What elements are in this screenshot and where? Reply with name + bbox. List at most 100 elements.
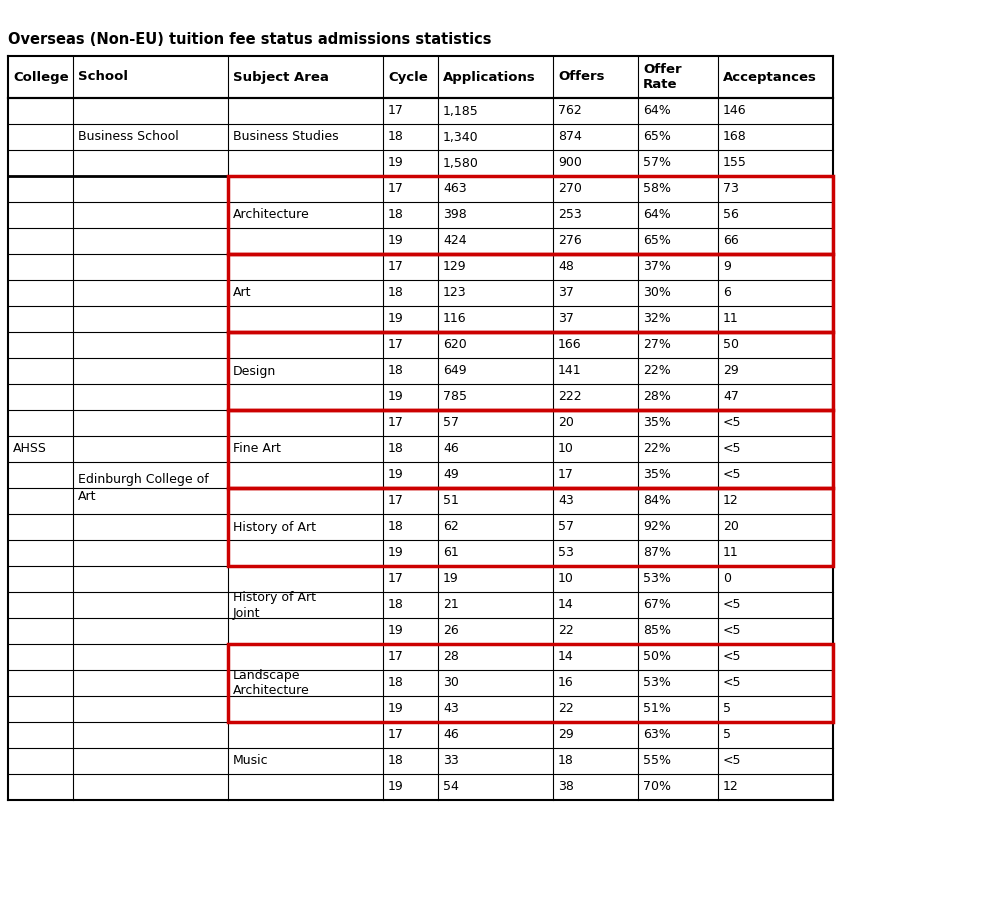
Text: Acceptances: Acceptances	[723, 70, 817, 84]
Text: 28: 28	[443, 650, 459, 663]
Text: Overseas (Non-EU) tuition fee status admissions statistics: Overseas (Non-EU) tuition fee status adm…	[8, 32, 492, 46]
Text: 17: 17	[388, 495, 404, 507]
Text: 18: 18	[388, 209, 404, 221]
Text: 61: 61	[443, 547, 459, 559]
Text: 424: 424	[443, 234, 467, 248]
Text: 1,185: 1,185	[443, 105, 479, 118]
Bar	[228, 254, 833, 332]
Text: 50: 50	[723, 339, 739, 352]
Text: 17: 17	[388, 572, 404, 586]
Text: 17: 17	[388, 650, 404, 663]
Text: 18: 18	[388, 754, 404, 767]
Text: <5: <5	[723, 416, 742, 429]
Text: 32%: 32%	[643, 312, 671, 325]
Text: Art: Art	[233, 286, 252, 300]
Text: 57%: 57%	[643, 157, 671, 169]
Text: 9: 9	[723, 261, 731, 273]
Text: Fine Art: Fine Art	[233, 443, 281, 456]
Text: 649: 649	[443, 364, 467, 377]
Text: 19: 19	[388, 625, 404, 638]
Text: 19: 19	[388, 781, 404, 793]
Text: 463: 463	[443, 182, 467, 196]
Text: Business Studies: Business Studies	[233, 130, 339, 144]
Text: 51%: 51%	[643, 702, 671, 715]
Text: 270: 270	[558, 182, 582, 196]
Text: 20: 20	[723, 520, 739, 534]
Text: 28%: 28%	[643, 391, 671, 404]
Text: 65%: 65%	[643, 130, 671, 144]
Text: 22%: 22%	[643, 443, 671, 456]
Text: 21: 21	[443, 599, 459, 611]
Text: 17: 17	[388, 261, 404, 273]
Text: College: College	[13, 70, 69, 84]
Text: 17: 17	[388, 339, 404, 352]
Text: 48: 48	[558, 261, 574, 273]
Text: Subject Area: Subject Area	[233, 70, 329, 84]
Text: 14: 14	[558, 650, 574, 663]
Text: History of Art: History of Art	[233, 520, 316, 534]
Text: 63%: 63%	[643, 729, 671, 742]
Text: 35%: 35%	[643, 468, 671, 482]
Text: History of Art
Joint: History of Art Joint	[233, 590, 316, 619]
Bar	[228, 488, 833, 566]
Text: 35%: 35%	[643, 416, 671, 429]
Text: 19: 19	[388, 157, 404, 169]
Text: 18: 18	[388, 677, 404, 690]
Text: <5: <5	[723, 754, 742, 767]
Text: 18: 18	[388, 130, 404, 144]
Bar	[228, 176, 833, 254]
Text: 66: 66	[723, 234, 739, 248]
Text: 10: 10	[558, 443, 574, 456]
Text: 62: 62	[443, 520, 459, 534]
Text: 20: 20	[558, 416, 574, 429]
Text: 10: 10	[558, 572, 574, 586]
Text: Applications: Applications	[443, 70, 536, 84]
Text: 56: 56	[723, 209, 739, 221]
Text: 49: 49	[443, 468, 459, 482]
Text: 38: 38	[558, 781, 574, 793]
Text: 12: 12	[723, 495, 739, 507]
Text: 51: 51	[443, 495, 459, 507]
Text: 123: 123	[443, 286, 467, 300]
Text: 55%: 55%	[643, 754, 671, 767]
Text: 53: 53	[558, 547, 574, 559]
Text: 30: 30	[443, 677, 459, 690]
Text: 874: 874	[558, 130, 582, 144]
Text: 46: 46	[443, 443, 459, 456]
Text: Business School: Business School	[78, 130, 179, 144]
Text: 87%: 87%	[643, 547, 671, 559]
Text: 22: 22	[558, 625, 574, 638]
Text: <5: <5	[723, 443, 742, 456]
Text: 17: 17	[388, 182, 404, 196]
Text: 18: 18	[558, 754, 574, 767]
Text: 1,340: 1,340	[443, 130, 479, 144]
Text: 67%: 67%	[643, 599, 671, 611]
Text: 18: 18	[388, 286, 404, 300]
Text: <5: <5	[723, 599, 742, 611]
Text: 22%: 22%	[643, 364, 671, 377]
Text: 26: 26	[443, 625, 459, 638]
Text: 5: 5	[723, 729, 731, 742]
Text: 70%: 70%	[643, 781, 671, 793]
Bar	[228, 644, 833, 722]
Text: Architecture: Architecture	[233, 209, 310, 221]
Text: <5: <5	[723, 468, 742, 482]
Text: 900: 900	[558, 157, 582, 169]
Text: 762: 762	[558, 105, 582, 118]
Text: 73: 73	[723, 182, 739, 196]
Text: 155: 155	[723, 157, 747, 169]
Text: 43: 43	[558, 495, 574, 507]
Text: 19: 19	[388, 312, 404, 325]
Text: 92%: 92%	[643, 520, 671, 534]
Text: 1,580: 1,580	[443, 157, 479, 169]
Text: 19: 19	[388, 234, 404, 248]
Text: 57: 57	[443, 416, 459, 429]
Bar	[228, 332, 833, 410]
Text: Offer
Rate: Offer Rate	[643, 63, 682, 91]
Text: 64%: 64%	[643, 105, 671, 118]
Text: 6: 6	[723, 286, 731, 300]
Text: 14: 14	[558, 599, 574, 611]
Text: 47: 47	[723, 391, 739, 404]
Text: 116: 116	[443, 312, 467, 325]
Text: 18: 18	[388, 599, 404, 611]
